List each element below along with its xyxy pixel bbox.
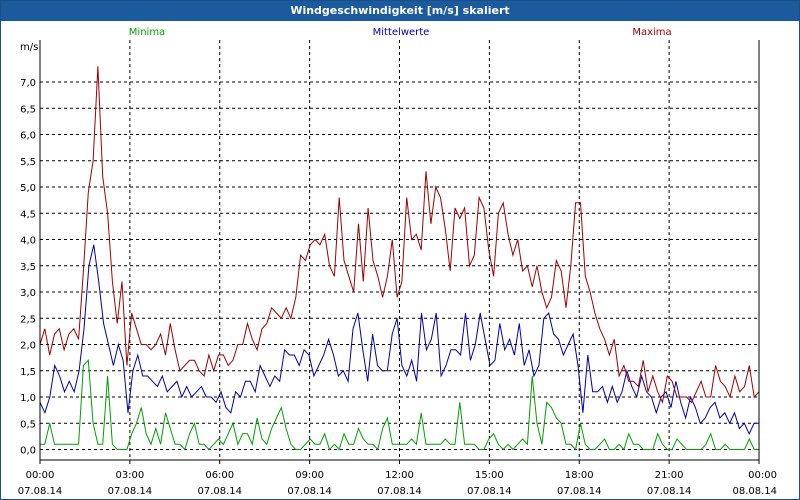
grid-x [39,40,760,464]
ytick-label: 3,5 [20,262,36,273]
series-line-maxima [39,66,760,404]
ytick-label: 0,5 [20,419,36,430]
series-lines [39,66,760,451]
ytick-label: 5,0 [20,183,36,194]
ytick-label: 2,5 [20,314,36,325]
ytick-labels: 0,0 0,5 1,0 1,5 2,0 2,5 3,0 3,5 4,0 4,5 5,0 5,5 6,0 6… [20,78,36,457]
xtick-date-label: 07.08.14 [647,486,692,497]
xtick-date-label: 07.08.14 [287,486,332,497]
legend-item-mittelwerte: Mittelwerte [373,27,430,38]
xtick-time-label: 00:00 [26,470,55,481]
xtick-time-label: 12:00 [385,470,414,481]
xtick-date-label: 07.08.14 [377,486,422,497]
series-line-minima [40,359,759,451]
xtick-time-label: 00:00 [748,470,777,481]
series-line-mittelwerte [39,244,759,435]
xtick-time-label: 18:00 [565,470,594,481]
xtick-date-label: 07.08.14 [557,486,602,497]
y-axis-unit: m/s [20,42,38,53]
xtick-date-label: 07.08.14 [197,486,242,497]
ytick-label: 2,0 [20,341,36,352]
legend: Minima Mittelwerte Maxima [129,27,672,38]
xtick-date-label: 08.08.14 [732,486,777,497]
ytick-label: 6,0 [20,131,36,142]
xtick-date-label: 07.08.14 [467,486,512,497]
legend-item-minima: Minima [129,27,165,38]
ytick-label: 0,0 [20,446,36,457]
xtick-time-label: 15:00 [475,470,504,481]
ytick-label: 1,5 [20,367,36,378]
ytick-label: 7,0 [20,78,36,89]
ytick-label: 1,0 [20,393,36,404]
xtick-time-label: 06:00 [205,470,234,481]
xtick-time-label: 09:00 [295,470,324,481]
xtick-time-label: 03:00 [115,470,144,481]
ytick-label: 5,5 [20,157,36,168]
ytick-label: 3,0 [20,288,36,299]
ytick-label: 6,5 [20,104,36,115]
legend-item-maxima: Maxima [632,27,671,38]
xtick-labels: 00:00 07.08.14 03:00 07.08.14 06:00 07.08.14 0… [18,470,777,497]
xtick-time-label: 21:00 [655,470,684,481]
xtick-date-label: 07.08.14 [18,486,63,497]
chart-title: Windgeschwindigkeit [m/s] skaliert [1,1,799,21]
ytick-label: 4,5 [20,209,36,220]
xtick-date-label: 07.08.14 [108,486,153,497]
ytick-label: 4,0 [20,236,36,247]
